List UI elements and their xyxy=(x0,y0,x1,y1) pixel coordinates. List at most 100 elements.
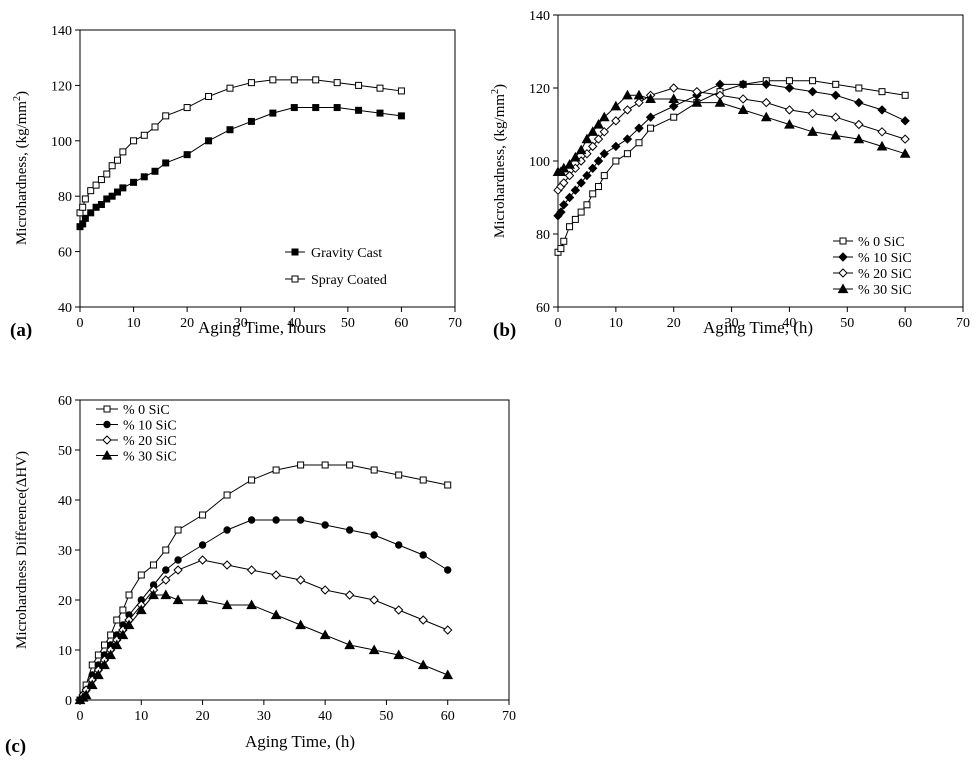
x-tick-label: 20 xyxy=(196,709,210,724)
data-point xyxy=(222,560,232,570)
data-point xyxy=(831,90,841,101)
data-point xyxy=(346,461,354,469)
y-tick-label: 120 xyxy=(51,79,72,94)
data-point xyxy=(135,604,147,615)
y-tick-label: 140 xyxy=(529,9,550,24)
series-0-sic xyxy=(554,77,909,256)
y-axis-label: Microhardness, (kg/mm2) xyxy=(490,84,508,238)
data-point xyxy=(593,156,604,166)
data-point xyxy=(162,566,170,574)
data-point xyxy=(611,116,621,126)
data-point xyxy=(588,163,598,174)
data-point xyxy=(119,606,127,614)
legend: % 0 SiC% 10 SiC% 20 SiC% 30 SiC xyxy=(96,403,177,465)
data-point xyxy=(140,131,148,139)
x-tick-label: 40 xyxy=(782,316,796,331)
series-10-sic xyxy=(553,79,910,221)
data-point xyxy=(785,77,793,85)
data-point xyxy=(137,571,145,579)
data-point xyxy=(119,148,127,156)
series-line xyxy=(557,87,906,191)
data-point xyxy=(444,481,452,489)
series-20-sic xyxy=(75,555,453,705)
data-point xyxy=(355,81,363,89)
data-point xyxy=(738,94,748,104)
data-point xyxy=(344,639,356,650)
series-line xyxy=(79,559,448,701)
data-point xyxy=(246,599,257,610)
data-point xyxy=(900,116,910,126)
data-point xyxy=(223,491,231,499)
data-point xyxy=(108,192,116,200)
data-point xyxy=(570,185,581,195)
data-point xyxy=(198,541,207,549)
data-point xyxy=(784,118,795,129)
data-point xyxy=(183,151,191,159)
data-point xyxy=(559,200,569,210)
data-point xyxy=(570,151,581,162)
data-point xyxy=(297,461,305,469)
x-tick-label: 50 xyxy=(379,709,393,724)
legend: % 0 SiC% 10 SiC% 20 SiC% 30 SiC xyxy=(833,235,912,298)
data-point xyxy=(623,150,631,158)
legend-marker xyxy=(102,435,112,445)
data-point xyxy=(355,106,363,114)
legend-label: Spray Coated xyxy=(311,273,387,288)
data-point xyxy=(205,92,213,100)
data-point xyxy=(99,659,110,670)
data-point xyxy=(668,93,680,104)
data-point xyxy=(79,203,87,211)
x-tick-label: 0 xyxy=(77,709,84,724)
series-line xyxy=(79,464,448,701)
x-axis-label: Aging Time, (h) xyxy=(703,318,813,337)
data-point xyxy=(345,526,354,534)
data-point xyxy=(622,105,633,115)
legend-label: % 20 SiC xyxy=(123,434,177,449)
data-point xyxy=(760,111,772,122)
data-point xyxy=(119,184,127,192)
data-point xyxy=(417,659,429,670)
data-point xyxy=(566,223,574,231)
y-axis-label: Microhardness Difference(ΔHV) xyxy=(14,451,30,649)
data-point xyxy=(669,83,679,93)
data-point xyxy=(272,466,280,474)
data-point xyxy=(92,181,100,189)
y-tick-label: 60 xyxy=(536,301,550,316)
legend-marker xyxy=(838,268,848,278)
x-tick-label: 70 xyxy=(448,316,462,331)
data-point xyxy=(80,689,92,700)
data-point xyxy=(86,679,98,690)
data-point xyxy=(900,134,910,144)
data-point xyxy=(582,170,592,181)
data-point xyxy=(395,471,403,479)
data-point xyxy=(564,170,575,181)
data-point xyxy=(162,159,170,167)
data-point xyxy=(295,619,306,630)
data-point xyxy=(714,97,726,107)
y-tick-label: 100 xyxy=(51,135,72,150)
data-point xyxy=(691,97,703,107)
data-point xyxy=(312,104,320,112)
series-20-sic xyxy=(553,83,910,195)
legend-label: % 30 SiC xyxy=(123,450,177,465)
y-tick-label: 40 xyxy=(58,301,72,316)
panel-label: (a) xyxy=(10,320,32,341)
series-30-sic xyxy=(74,589,454,705)
data-point xyxy=(761,79,771,90)
legend-label: % 20 SiC xyxy=(858,267,912,282)
x-tick-label: 60 xyxy=(898,316,912,331)
x-axis-label: Aging Time, hours xyxy=(198,318,326,337)
data-point xyxy=(394,541,403,549)
data-point xyxy=(113,616,121,624)
legend-marker xyxy=(103,405,111,413)
legend: Gravity Cast Spray Coated xyxy=(285,246,387,288)
data-point xyxy=(418,615,428,625)
legend-marker xyxy=(839,237,847,245)
x-tick-label: 70 xyxy=(956,316,970,331)
chart-panel-b: 0 10 20 30 40 50 60 70 60 80 100 120 140 Aging Time, … xyxy=(490,9,970,341)
data-point xyxy=(635,139,643,147)
data-point xyxy=(88,661,96,669)
data-point xyxy=(634,123,644,133)
x-tick-label: 20 xyxy=(667,316,681,331)
data-point xyxy=(97,201,105,209)
